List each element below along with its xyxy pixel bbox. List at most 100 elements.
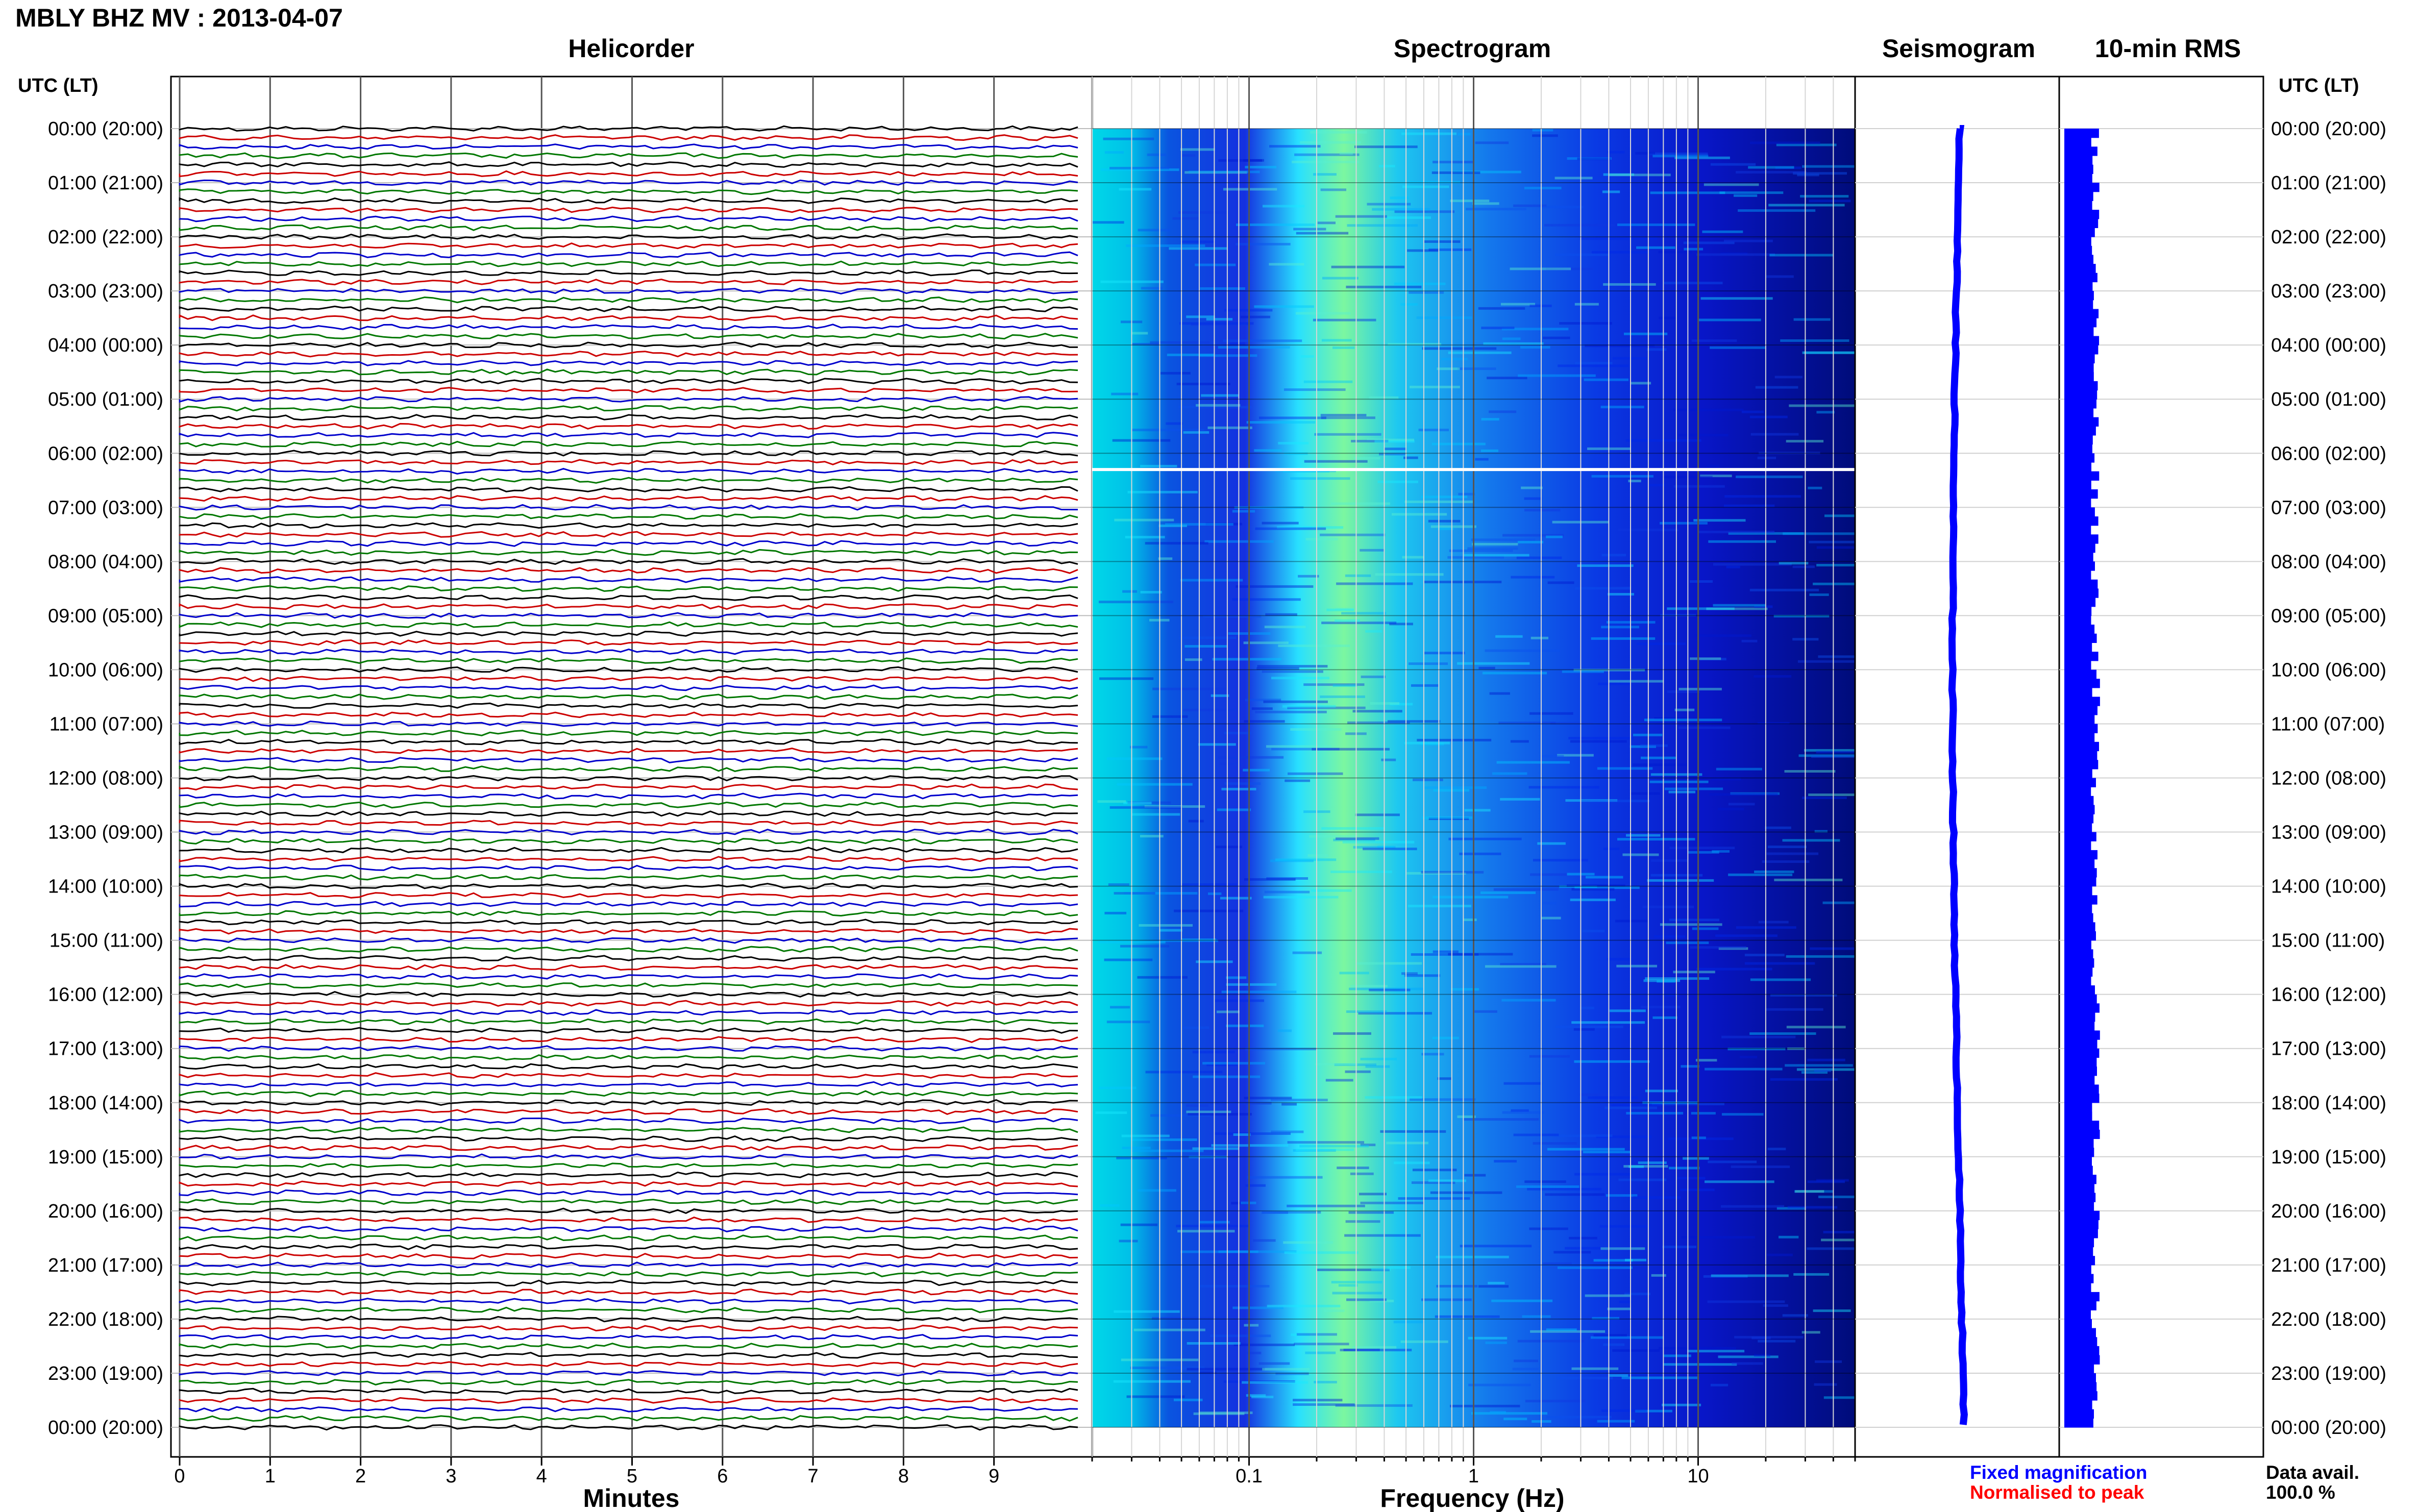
spectrogram-cell	[1546, 267, 1593, 270]
spectrogram-cell	[1214, 999, 1264, 1002]
spectrogram-cell	[1802, 165, 1871, 168]
spectrogram-cell	[1758, 722, 1790, 725]
spectrogram-cell	[1591, 475, 1653, 478]
spectrogram-cell	[1187, 1368, 1265, 1371]
spectrogram-cell	[1697, 531, 1775, 533]
spectrogram-cell	[1180, 1250, 1258, 1253]
spectrogram-cell	[1322, 277, 1359, 280]
spectrogram-cell	[1335, 619, 1360, 622]
spectrogram-cell	[1223, 339, 1302, 342]
spectrogram-cell	[1114, 518, 1174, 522]
spectrogram-cell	[1702, 230, 1743, 233]
rms-bar	[2064, 588, 2099, 598]
spectrogram-cell	[1367, 438, 1414, 441]
spectrogram-cell	[1617, 224, 1695, 226]
spectrogram-cell	[1271, 748, 1340, 751]
spectrogram-cell	[1336, 582, 1413, 585]
helicorder-tick-label: 9	[989, 1466, 999, 1487]
helicorder-trace	[179, 1000, 1078, 1007]
spectrogram-cell	[1257, 665, 1328, 668]
spectrogram-cell	[1607, 151, 1625, 154]
spectrogram-cell	[1669, 1167, 1700, 1170]
spectrogram-cell	[1490, 1410, 1506, 1414]
spectrogram-cell	[1224, 732, 1252, 734]
helicorder-trace	[179, 1216, 1078, 1223]
helicorder-trace	[179, 675, 1078, 682]
spectrogram-cell	[1263, 700, 1328, 703]
spectrogram-cell	[1786, 955, 1864, 958]
spectrogram-cell	[1400, 303, 1418, 306]
spectrogram-cell	[1361, 675, 1386, 678]
spectrogram-cell	[1822, 901, 1857, 904]
spectrogram-cell	[1728, 803, 1755, 806]
spectrogram-cell	[1144, 805, 1205, 808]
spectrogram-cell	[1180, 148, 1215, 151]
spectrogram-cell	[1353, 846, 1396, 849]
spectrogram-cell	[1110, 1006, 1130, 1009]
spectrogram-cell	[1667, 1137, 1734, 1141]
spectrogram-cell	[1521, 486, 1543, 489]
rms-bar	[2064, 245, 2092, 256]
spectrogram-cell	[1659, 316, 1676, 319]
spectrogram-cell	[1201, 394, 1240, 397]
spectrogram-cell	[1464, 809, 1491, 812]
spectrogram-cell	[1299, 1145, 1369, 1148]
spectrogram-cell	[1579, 1006, 1594, 1009]
spectrogram-cell	[1300, 355, 1314, 358]
spectrogram-cell	[1643, 979, 1681, 982]
helicorder-trace	[179, 467, 1078, 475]
spectrogram-cell	[1530, 873, 1567, 876]
rms-bar	[2064, 354, 2095, 364]
spectrogram-cell	[1112, 439, 1171, 442]
rms-bar	[2064, 1183, 2094, 1194]
spectrogram-cell	[1676, 1177, 1706, 1180]
spectrogram-cell	[1611, 1104, 1662, 1107]
spectrogram-cell	[1555, 253, 1609, 256]
spectrogram-cell	[1347, 721, 1410, 724]
helicorder-trace	[179, 459, 1078, 466]
spectrogram-cell	[1809, 540, 1860, 543]
helicorder-tick-label: 2	[355, 1466, 366, 1487]
spectrogram-cell	[1180, 240, 1216, 243]
spectrogram-cell	[1435, 1315, 1500, 1318]
hour-label-right: 23:00 (19:00)	[2271, 1363, 2386, 1384]
helicorder-trace	[179, 333, 1078, 340]
helicorder-trace	[179, 360, 1078, 366]
hour-label-left: 02:00 (22:00)	[48, 227, 163, 248]
spectrogram-cell	[1295, 312, 1351, 315]
hour-label-left: 09:00 (05:00)	[48, 605, 163, 627]
helicorder-trace	[179, 450, 1078, 457]
spectrogram-cell	[1109, 806, 1182, 809]
hour-labels-left: 00:00 (20:00) 01:00 (21:00) 02:00 (22:00) 0…	[48, 118, 163, 1439]
rms-bar	[2064, 129, 2099, 138]
spectrogram-cell	[1491, 1299, 1553, 1302]
spectrogram-cell	[1104, 151, 1124, 154]
spectrogram-cell	[1664, 994, 1679, 997]
spectrogram-cell	[1579, 237, 1658, 240]
rms-bar	[2064, 237, 2091, 246]
spectrogram-cell	[1212, 658, 1282, 661]
spectrogram-cell	[1557, 754, 1594, 757]
spectrogram-cell	[1623, 1165, 1668, 1168]
rms-bar	[2064, 931, 2096, 941]
spectrogram-cell	[1710, 346, 1767, 349]
rms-bar	[2064, 1283, 2091, 1293]
spectrogram-cell	[1193, 1412, 1245, 1415]
spectrogram-cell	[1386, 216, 1431, 219]
spectrogram-cell	[1649, 780, 1709, 783]
helicorder-trace	[179, 179, 1078, 186]
helicorder-trace	[179, 820, 1078, 827]
rms-bar	[2064, 940, 2091, 950]
spectrogram-cell	[1647, 879, 1714, 882]
spectrogram-cell	[1804, 351, 1859, 354]
helicorder-trace	[179, 1018, 1078, 1025]
rms-bar	[2064, 1193, 2096, 1202]
helicorder-trace	[179, 964, 1078, 971]
rms-bar	[2064, 471, 2100, 481]
spectrogram-cell	[1692, 927, 1719, 930]
spectrogram-cell	[1657, 980, 1676, 983]
spectrogram-cell	[1452, 170, 1521, 173]
spectrogram-cell	[1782, 1314, 1808, 1317]
spectrogram-cell	[1533, 1142, 1577, 1145]
spectrogram-cell	[1797, 173, 1819, 177]
